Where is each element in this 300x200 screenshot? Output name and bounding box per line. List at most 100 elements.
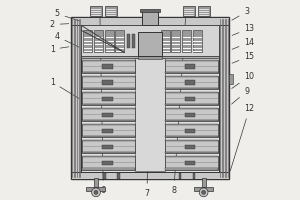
Circle shape bbox=[199, 188, 208, 197]
Bar bbox=[70, 17, 230, 25]
Bar bbox=[82, 136, 135, 137]
Bar bbox=[165, 152, 218, 153]
Bar bbox=[165, 140, 218, 141]
Bar bbox=[83, 30, 92, 52]
Text: 10: 10 bbox=[232, 72, 254, 88]
Bar bbox=[70, 17, 230, 179]
Text: 1: 1 bbox=[50, 45, 69, 54]
Bar bbox=[165, 76, 218, 77]
Circle shape bbox=[92, 188, 100, 197]
Bar bbox=[102, 129, 113, 133]
Bar bbox=[82, 25, 218, 56]
Text: 9: 9 bbox=[232, 87, 250, 104]
Bar bbox=[82, 76, 135, 77]
Bar bbox=[193, 30, 202, 52]
Bar bbox=[82, 124, 135, 125]
Bar bbox=[90, 6, 102, 16]
Text: 6: 6 bbox=[100, 18, 106, 195]
Bar bbox=[127, 34, 130, 48]
Bar bbox=[105, 30, 114, 52]
Text: 7: 7 bbox=[145, 27, 150, 198]
Text: 4: 4 bbox=[55, 32, 79, 47]
Bar bbox=[161, 30, 170, 52]
Bar bbox=[184, 64, 196, 69]
Bar bbox=[165, 140, 218, 153]
Bar bbox=[165, 156, 218, 170]
Bar bbox=[165, 124, 218, 137]
Bar bbox=[102, 80, 113, 85]
Bar bbox=[165, 136, 218, 137]
Bar bbox=[82, 156, 135, 157]
Bar bbox=[165, 108, 218, 109]
Bar bbox=[86, 187, 105, 191]
Bar bbox=[82, 60, 135, 61]
Bar bbox=[94, 178, 98, 187]
Bar bbox=[82, 25, 218, 171]
Bar bbox=[184, 129, 196, 133]
Text: 15: 15 bbox=[232, 52, 254, 63]
Bar bbox=[70, 171, 230, 179]
Bar bbox=[138, 32, 162, 56]
Bar bbox=[102, 97, 113, 101]
Bar bbox=[165, 168, 218, 170]
Text: 13: 13 bbox=[232, 24, 254, 35]
Bar bbox=[165, 104, 218, 105]
Bar bbox=[165, 88, 218, 89]
Bar bbox=[202, 178, 206, 187]
Bar bbox=[165, 92, 218, 93]
Text: 2: 2 bbox=[50, 20, 69, 29]
Bar bbox=[165, 124, 218, 125]
Bar bbox=[172, 30, 180, 52]
Bar bbox=[184, 161, 196, 165]
Bar bbox=[193, 173, 195, 179]
Bar bbox=[117, 173, 120, 179]
Bar bbox=[103, 173, 106, 179]
Bar bbox=[82, 72, 135, 73]
Bar bbox=[184, 97, 196, 101]
Bar bbox=[82, 60, 135, 73]
Bar bbox=[70, 17, 82, 179]
Bar bbox=[179, 173, 181, 179]
Bar bbox=[115, 30, 124, 52]
Circle shape bbox=[94, 190, 98, 194]
Bar bbox=[82, 120, 135, 121]
Bar bbox=[165, 60, 218, 61]
Text: 5: 5 bbox=[55, 9, 79, 21]
Bar bbox=[182, 30, 191, 52]
Bar bbox=[82, 168, 135, 170]
Bar bbox=[142, 11, 158, 25]
Bar bbox=[165, 92, 218, 105]
Text: 8: 8 bbox=[171, 18, 186, 195]
Bar bbox=[198, 6, 210, 16]
Bar bbox=[183, 6, 195, 16]
Bar bbox=[230, 74, 233, 84]
Bar bbox=[184, 80, 196, 85]
Bar bbox=[82, 88, 135, 89]
Bar bbox=[165, 76, 218, 89]
Text: 12: 12 bbox=[230, 104, 254, 171]
Bar bbox=[82, 140, 135, 141]
Bar bbox=[82, 156, 135, 170]
Bar bbox=[82, 152, 135, 153]
Bar bbox=[102, 161, 113, 165]
Bar bbox=[165, 108, 218, 121]
Bar bbox=[82, 140, 135, 153]
Bar bbox=[165, 120, 218, 121]
Bar bbox=[94, 30, 103, 52]
Bar bbox=[140, 9, 160, 12]
Bar bbox=[105, 6, 117, 16]
Bar bbox=[82, 108, 135, 121]
Bar bbox=[82, 92, 135, 93]
Bar bbox=[165, 60, 218, 73]
Bar bbox=[82, 92, 135, 105]
Bar bbox=[138, 56, 162, 59]
Bar bbox=[82, 76, 135, 89]
Bar bbox=[194, 187, 213, 191]
Bar bbox=[135, 58, 165, 171]
Bar bbox=[132, 34, 134, 48]
Bar bbox=[82, 56, 218, 58]
Bar bbox=[165, 156, 218, 157]
Text: 14: 14 bbox=[232, 38, 254, 49]
Bar bbox=[184, 145, 196, 149]
Bar bbox=[102, 64, 113, 69]
